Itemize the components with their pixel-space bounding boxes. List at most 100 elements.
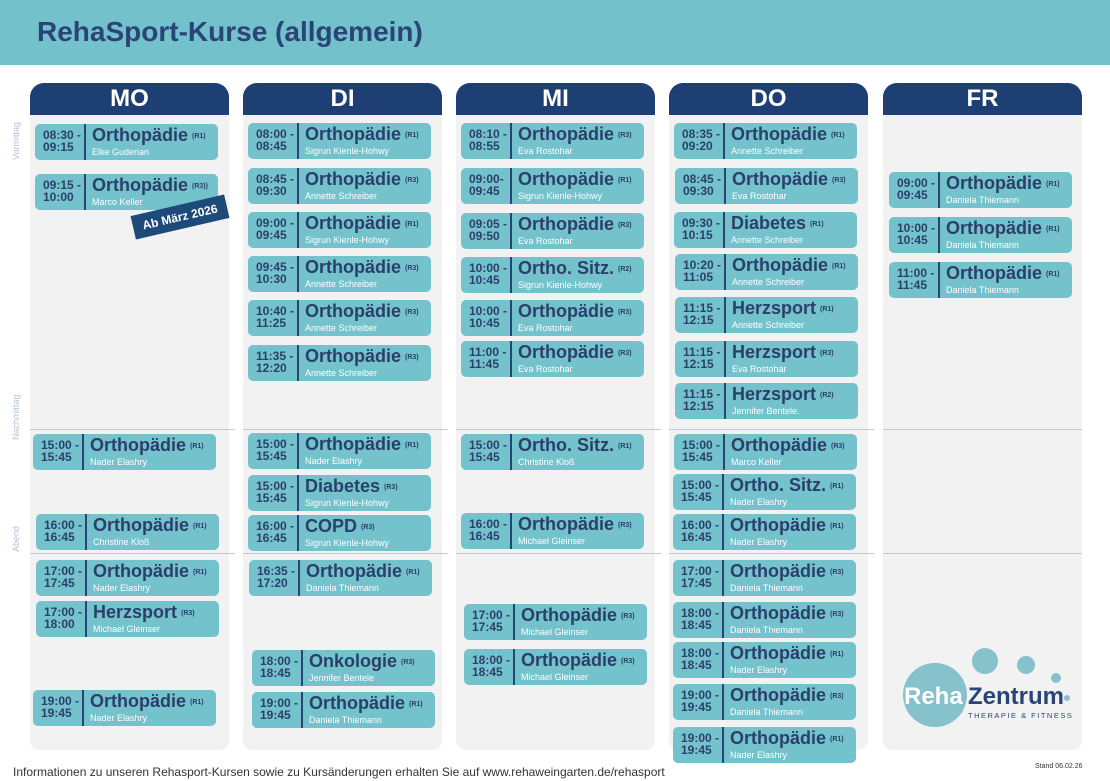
trainer-name: Daniela Thiemann: [730, 583, 803, 593]
room: (R1): [820, 305, 834, 313]
side-label-nachmittag: Nachmittag: [11, 394, 21, 440]
end-time: 10:45: [897, 233, 928, 247]
course-time: 10:20 -11:05: [675, 254, 726, 290]
start-time: 10:40 -: [256, 304, 295, 318]
course-name: Orthopädie: [730, 685, 827, 705]
course-card[interactable]: 08:45 -09:30 Orthopädie (R3) Annette Schr…: [248, 168, 431, 204]
course-card[interactable]: 08:45 -09:30 Orthopädie (R3) Eva Rostohar: [675, 168, 858, 204]
course-card[interactable]: 16:00 -16:45 Orthopädie (R1) Nader Elashr…: [673, 514, 856, 550]
course-name: Orthopädie: [518, 124, 615, 144]
course-name: Ortho. Sitz.: [730, 475, 826, 495]
course-card[interactable]: 10:20 -11:05 Orthopädie (R1) Annette Schr…: [675, 254, 858, 290]
course-name: Orthopädie: [731, 124, 828, 144]
course-card[interactable]: 08:35 -09:20 Orthopädie (R1) Annette Schr…: [674, 123, 857, 159]
course-card[interactable]: 09:00 -09:45 Orthopädie (R1) Sigrun Kienl…: [248, 212, 431, 248]
course-time: 08:30 -09:15: [35, 124, 86, 160]
divider-nachmittag: [30, 429, 235, 430]
end-time: 11:05: [683, 270, 714, 284]
course-card[interactable]: 19:00 -19:45 Orthopädie (R1) Daniela Thie…: [252, 692, 435, 728]
course-card[interactable]: 09:05 -09:50 Orthopädie (R3) Eva Rostohar: [461, 213, 644, 249]
course-card[interactable]: 16:00 -16:45 Orthopädie (R1) Christine Kl…: [36, 514, 219, 550]
end-time: 11:25: [256, 316, 287, 330]
trainer-name: Nader Elashry: [305, 456, 363, 466]
course-card[interactable]: 09:00 -09:45 Orthopädie (R1) Daniela Thie…: [889, 172, 1072, 208]
room: (R1): [618, 442, 632, 450]
course-card[interactable]: 11:15 -12:15 Herzsport (R2) Jennifer Bent…: [675, 383, 858, 419]
course-card[interactable]: 09:00- 09:45 Orthopädie (R1) Sigrun Kienle…: [461, 168, 644, 204]
course-card[interactable]: 19:00 -19:45 Orthopädie (R1) Nader Elashr…: [33, 690, 216, 726]
course-card[interactable]: 15:00 -15:45 Ortho. Sitz. (R1) Christine …: [461, 434, 644, 470]
trainer-name: Annette Schreiber: [731, 146, 804, 156]
course-card[interactable]: 16:35 -17:20 Orthopädie (R1) Daniela Thie…: [249, 560, 432, 596]
course-name: Orthopädie: [93, 561, 190, 581]
course-card[interactable]: 19:00 -19:45 Orthopädie (R1) Nader Elashr…: [673, 727, 856, 763]
start-time: 08:45 -: [683, 172, 722, 186]
start-time: 08:10 -: [469, 127, 508, 141]
room: (R3): [618, 131, 632, 139]
course-time: 11:00 -11:45: [889, 262, 940, 298]
course-card[interactable]: 11:00 -11:45 Orthopädie (R3) Eva Rostohar: [461, 341, 644, 377]
course-name: Ortho. Sitz.: [518, 435, 614, 455]
course-title: Ortho. Sitz. (R2): [518, 258, 632, 279]
course-card[interactable]: 18:00 -18:45 Onkologie (R3) Jennifer Bent…: [252, 650, 435, 686]
course-card[interactable]: 15:00 -15:45 Diabetes (R3) Sigrun Kienle-…: [248, 475, 431, 511]
course-title: Orthopädie (R1): [92, 125, 206, 146]
end-time: 09:20: [682, 139, 713, 153]
divider-nachmittag: [456, 429, 661, 430]
trainer-name: Eva Rostohar: [518, 323, 573, 333]
day-column-mo: MO 08:30 -09:15 Orthopädie (R1) Elke Gude…: [30, 83, 235, 750]
course-card[interactable]: 15:00 -15:45 Orthopädie (R1) Nader Elashr…: [33, 434, 216, 470]
divider-abend: [243, 553, 448, 554]
course-card[interactable]: 16:00 -16:45 COPD (R3) Sigrun Kienle-Hohw…: [248, 515, 431, 551]
course-card[interactable]: 15:00 -15:45 Orthopädie (R3) Marco Keller: [674, 434, 857, 470]
end-time: 19:45: [681, 743, 712, 757]
trainer-name: Nader Elashry: [730, 497, 788, 507]
course-card[interactable]: 18:00 -18:45 Orthopädie (R3) Daniela Thie…: [673, 602, 856, 638]
start-time: 19:00 -: [681, 688, 720, 702]
course-card[interactable]: 19:00 -19:45 Orthopädie (R3) Daniela Thie…: [673, 684, 856, 720]
end-time: 10:45: [469, 316, 500, 330]
course-card[interactable]: 18:00 -18:45 Orthopädie (R3) Michael Glei…: [464, 649, 647, 685]
trainer-name: Michael Gleinser: [518, 536, 586, 546]
course-card[interactable]: 17:00 -17:45 Orthopädie (R1) Nader Elashr…: [36, 560, 219, 596]
course-card[interactable]: 10:00 -10:45 Orthopädie (R1) Daniela Thie…: [889, 217, 1072, 253]
course-card[interactable]: 09:45 -10:30 Orthopädie (R3) Annette Schr…: [248, 256, 431, 292]
course-card[interactable]: 17:00 -18:00 Herzsport (R3) Michael Glein…: [36, 601, 219, 637]
end-time: 09:15: [43, 140, 74, 154]
course-card[interactable]: 08:10 -08:55 Orthopädie (R3) Eva Rostohar: [461, 123, 644, 159]
course-card[interactable]: 11:00 -11:45 Orthopädie (R1) Daniela Thie…: [889, 262, 1072, 298]
course-card[interactable]: 17:00 -17:45 Orthopädie (R3) Daniela Thie…: [673, 560, 856, 596]
course-time: 16:00 -16:45: [673, 514, 724, 550]
course-card[interactable]: 08:30 -09:15 Orthopädie (R1) Elke Guderia…: [35, 124, 218, 160]
course-card[interactable]: 15:00 -15:45 Ortho. Sitz. (R1) Nader Elas…: [673, 474, 856, 510]
course-title: Orthopädie (R3): [518, 301, 632, 322]
start-time: 08:30 -: [43, 128, 82, 142]
course-card[interactable]: 16:00 -16:45 Orthopädie (R3) Michael Glei…: [461, 513, 644, 549]
course-title: Orthopädie (R3): [730, 685, 844, 706]
course-card[interactable]: 15:00 -15:45 Orthopädie (R1) Nader Elashr…: [248, 433, 431, 469]
course-card[interactable]: 11:15 -12:15 Herzsport (R3) Eva Rostohar: [675, 341, 858, 377]
course-title: Orthopädie (R3): [305, 257, 419, 278]
trainer-name: Daniela Thiemann: [309, 715, 382, 725]
end-time: 18:45: [681, 618, 712, 632]
course-card[interactable]: 10:00 -10:45 Ortho. Sitz. (R2) Sigrun Kie…: [461, 257, 644, 293]
course-name: Orthopädie: [730, 643, 827, 663]
course-time: 15:00 -15:45: [248, 475, 299, 511]
course-name: Orthopädie: [730, 515, 827, 535]
start-time: 18:00 -: [681, 606, 720, 620]
course-card[interactable]: 11:35 -12:20 Orthopädie (R3) Annette Schr…: [248, 345, 431, 381]
course-card[interactable]: 10:40 -11:25 Orthopädie (R3) Annette Schr…: [248, 300, 431, 336]
start-time: 15:00 -: [256, 479, 295, 493]
course-card[interactable]: 08:00 -08:45 Orthopädie (R1) Sigrun Kienl…: [248, 123, 431, 159]
end-time: 15:45: [681, 490, 712, 504]
divider-nachmittag: [669, 429, 874, 430]
course-name: Orthopädie: [518, 214, 615, 234]
course-card[interactable]: 09:30 -10:15 Diabetes (R1) Annette Schrei…: [674, 212, 857, 248]
course-card[interactable]: 10:00 -10:45 Orthopädie (R3) Eva Rostohar: [461, 300, 644, 336]
course-card[interactable]: 11:15 -12:15 Herzsport (R1) Annette Schre…: [675, 297, 858, 333]
course-card[interactable]: 17:00 -17:45 Orthopädie (R3) Michael Glei…: [464, 604, 647, 640]
svg-text:Reha: Reha: [904, 683, 963, 710]
day-header: DO: [669, 83, 868, 115]
course-name: Orthopädie: [90, 691, 187, 711]
course-card[interactable]: 18:00 -18:45 Orthopädie (R1) Nader Elashr…: [673, 642, 856, 678]
